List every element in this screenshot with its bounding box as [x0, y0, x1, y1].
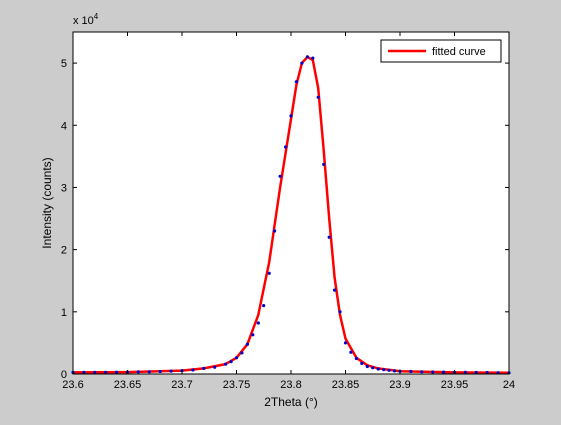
y-tick-label: 4: [61, 120, 67, 132]
y-tick-label: 3: [61, 182, 67, 194]
data-point: [284, 145, 288, 149]
data-point: [349, 350, 353, 354]
data-point: [354, 356, 358, 361]
data-point: [115, 370, 119, 374]
x-tick-label: 23.65: [114, 379, 142, 391]
y-tick-label: 5: [61, 58, 67, 70]
data-point: [316, 95, 320, 99]
data-point: [333, 288, 337, 292]
data-point: [147, 370, 151, 374]
data-point: [343, 341, 348, 345]
legend-box: [380, 39, 502, 63]
x-tick-label: 23.95: [441, 379, 469, 391]
data-point: [305, 55, 309, 59]
data-point: [289, 114, 293, 118]
data-point: [382, 368, 386, 372]
data-point: [224, 362, 228, 366]
data-point: [136, 370, 140, 374]
data-point: [262, 304, 266, 308]
data-point: [267, 271, 271, 275]
data-point: [240, 351, 244, 355]
x-tick-label: 23.7: [171, 379, 192, 391]
data-point: [278, 174, 282, 178]
data-point: [365, 364, 369, 369]
x-tick-label: 24: [503, 379, 515, 391]
data-point: [409, 369, 413, 374]
tick-layer: 23.6 23.65 23.7 23.75 23.8 23.85 23.9 23.95 2401…: [61, 32, 515, 391]
data-point: [169, 369, 173, 373]
data-point: [82, 370, 86, 374]
data-point: [485, 371, 489, 375]
data-point: [256, 321, 260, 325]
data-point: [294, 80, 298, 84]
data-point: [474, 370, 478, 375]
data-point: [338, 310, 342, 314]
data-point: [251, 333, 255, 337]
data-point: [93, 370, 97, 374]
data-point: [371, 366, 375, 370]
data-point: [327, 235, 331, 239]
data-point: [420, 370, 424, 374]
data-point: [158, 369, 162, 374]
data-point: [322, 162, 326, 166]
legend-entry-fitted-curve: fitted curve: [432, 46, 486, 58]
data-point: [300, 61, 304, 65]
series-layer: [71, 55, 511, 375]
x-tick-label: 23.6: [62, 379, 83, 391]
y-exponent-power: 4: [94, 12, 99, 21]
data-point: [104, 370, 108, 374]
data-point: [229, 360, 233, 364]
x-tick-label: 23.85: [332, 379, 360, 391]
data-point: [202, 366, 206, 370]
x-tick-label: 23.75: [223, 379, 251, 391]
data-point: [245, 342, 249, 346]
x-tick-label: 23.9: [389, 379, 410, 391]
data-point: [376, 367, 380, 371]
y-tick-label: 2: [61, 245, 67, 257]
data-point: [311, 56, 315, 60]
data-point: [273, 229, 277, 233]
data-point: [360, 361, 364, 365]
data-point: [387, 368, 391, 372]
y-exponent-base: x 10: [73, 15, 94, 27]
y-tick-label: 1: [61, 307, 67, 319]
data-point: [234, 356, 239, 360]
plot-area: [73, 32, 509, 374]
data-point: [213, 365, 217, 369]
y-tick-label: 0: [61, 369, 67, 381]
y-exponent-label: x 104: [73, 12, 99, 27]
legend: fitted curve: [380, 39, 502, 63]
data-point: [431, 370, 435, 374]
x-axis-label: 2Theta (°): [264, 395, 317, 409]
data-point: [392, 369, 397, 373]
data-point: [463, 370, 467, 374]
y-axis-label: Intensity (counts): [40, 157, 54, 248]
data-point: [191, 368, 195, 372]
data-point: [442, 370, 446, 374]
x-tick-label: 23.8: [280, 379, 301, 391]
